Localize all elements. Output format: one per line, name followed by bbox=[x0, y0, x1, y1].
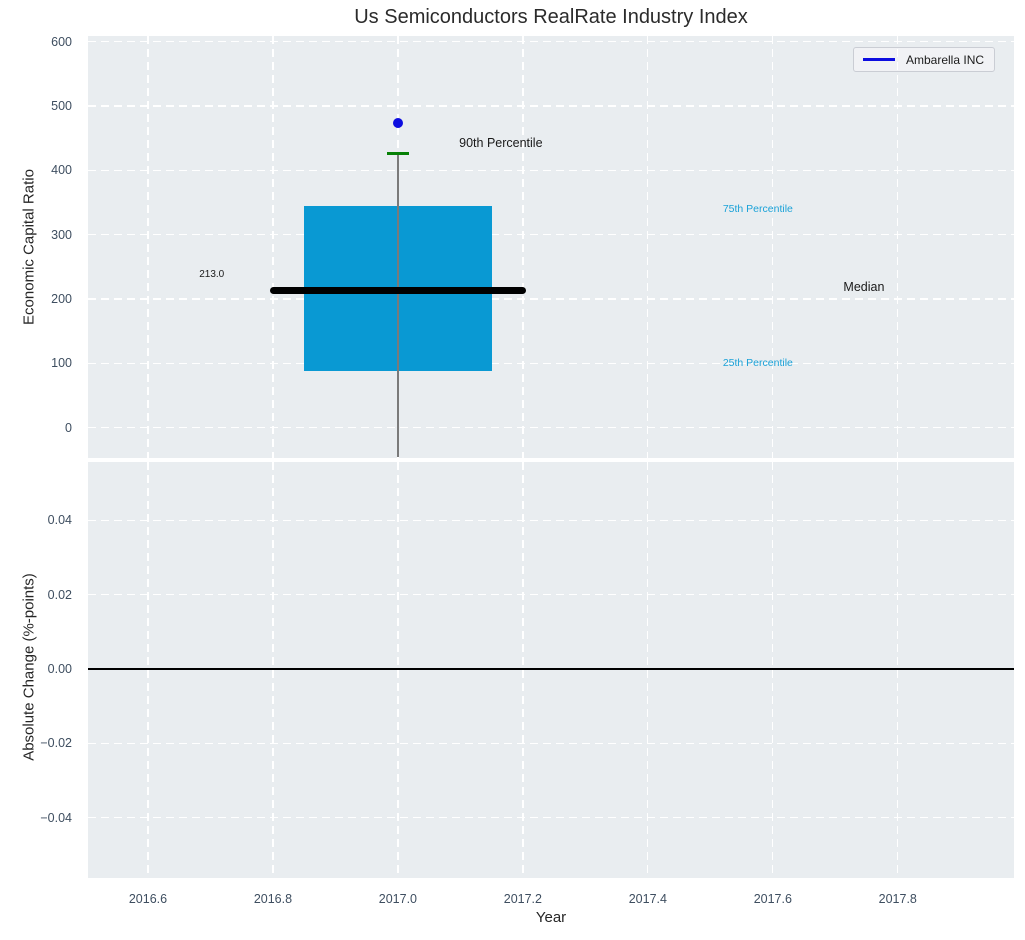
y-tick-label: 600 bbox=[51, 34, 72, 49]
y-tick-label: 500 bbox=[51, 99, 72, 114]
gridline-horizontal bbox=[88, 169, 1014, 172]
y-tick-label: 0 bbox=[65, 420, 72, 435]
gridline-horizontal bbox=[88, 519, 1014, 521]
gridline-vertical bbox=[147, 36, 149, 458]
x-tick-label: 2016.6 bbox=[128, 892, 168, 906]
y-tick-label: −0.02 bbox=[40, 736, 72, 751]
legend-line-icon bbox=[863, 58, 895, 61]
outlier-point bbox=[392, 117, 403, 128]
median-line bbox=[269, 287, 526, 295]
gridline-horizontal bbox=[88, 298, 1014, 300]
gridline-vertical bbox=[897, 36, 899, 458]
legend-label: Ambarella INC bbox=[906, 52, 985, 67]
y-tick-label: 200 bbox=[51, 292, 72, 307]
gridline-horizontal bbox=[88, 817, 1014, 819]
x-tick-label: 2017.2 bbox=[503, 892, 542, 906]
whisker-line bbox=[397, 153, 399, 458]
x-axis-label: Year bbox=[535, 909, 567, 926]
annotation-90th-percentile: 90th Percentile bbox=[459, 136, 543, 151]
annotation-25th-percentile: 25th Percentile bbox=[722, 356, 793, 369]
panel-economic-capital-ratio bbox=[88, 36, 1014, 458]
x-tick-label: 2016.8 bbox=[253, 892, 293, 906]
annotation-median: Median bbox=[843, 280, 885, 295]
gridline-horizontal bbox=[88, 594, 1014, 596]
zero-line bbox=[88, 668, 1014, 671]
gridline-vertical bbox=[647, 36, 649, 458]
gridline-horizontal bbox=[88, 105, 1014, 107]
annotation-75th-percentile: 75th Percentile bbox=[722, 203, 793, 216]
annotation-213-0: 213.0 bbox=[199, 269, 225, 281]
y-tick-label: 400 bbox=[51, 163, 72, 178]
x-tick-label: 2017.8 bbox=[878, 892, 917, 906]
y-tick-label: 0.02 bbox=[47, 587, 72, 602]
gridline-vertical bbox=[772, 36, 774, 458]
gridline-horizontal bbox=[88, 362, 1014, 365]
y-tick-label: 0.00 bbox=[47, 662, 72, 677]
x-tick-label: 2017.0 bbox=[378, 892, 418, 906]
y-tick-label: 100 bbox=[51, 356, 72, 371]
gridline-vertical bbox=[522, 36, 524, 458]
p90-cap bbox=[386, 151, 410, 155]
legend: Ambarella INC bbox=[853, 47, 996, 72]
y-tick-label: 0.04 bbox=[47, 513, 72, 528]
gridline-vertical bbox=[272, 36, 274, 458]
y-tick-label: −0.04 bbox=[40, 810, 72, 825]
gridline-horizontal bbox=[88, 742, 1014, 745]
chart-title: Us Semiconductors RealRate Industry Inde… bbox=[354, 6, 748, 28]
y-tick-label: 300 bbox=[51, 227, 72, 242]
gridline-horizontal bbox=[88, 427, 1014, 429]
gridline-horizontal bbox=[88, 41, 1014, 43]
x-tick-label: 2017.4 bbox=[628, 892, 667, 906]
gridline-horizontal bbox=[88, 234, 1014, 236]
x-tick-label: 2017.6 bbox=[753, 892, 792, 906]
